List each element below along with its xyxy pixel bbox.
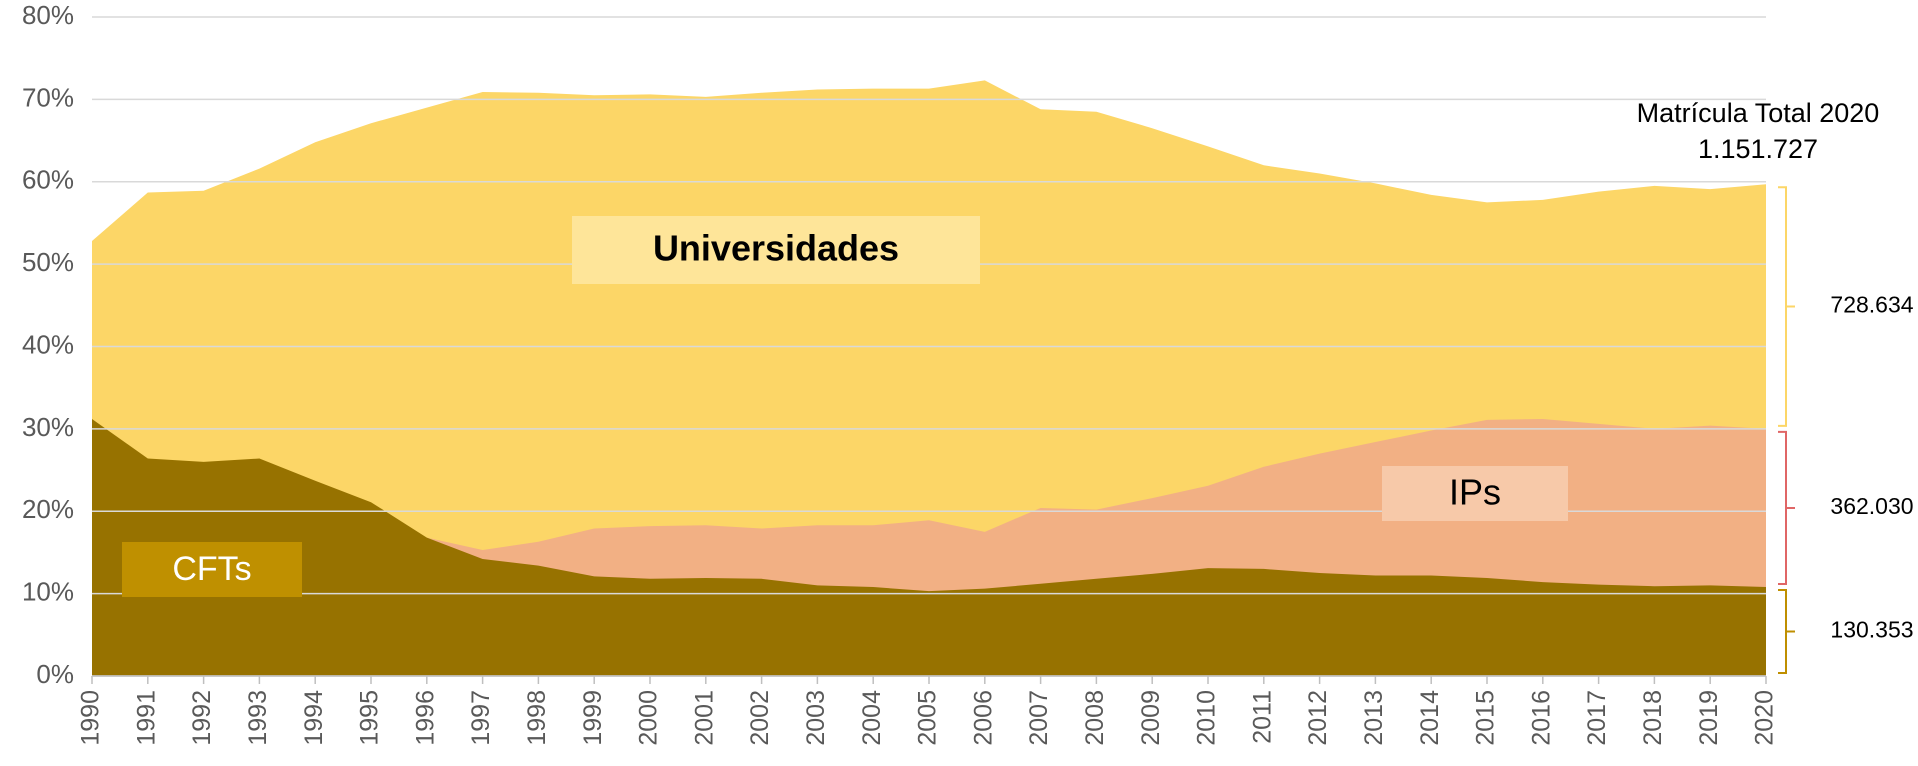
x-tick-label: 1995 — [356, 690, 384, 746]
x-tick-label: 2017 — [1583, 690, 1611, 746]
x-tick-label: 2015 — [1472, 690, 1500, 746]
series-label: IPs — [1449, 472, 1501, 513]
annotation: Matrícula Total 2020 — [1637, 98, 1880, 128]
annotation: 1.151.727 — [1698, 134, 1818, 164]
label-box — [572, 216, 980, 284]
x-tick-label: 2008 — [1081, 690, 1109, 746]
area — [92, 418, 1766, 676]
y-tick-label: 0% — [36, 659, 74, 689]
y-tick-label: 20% — [22, 494, 74, 524]
x-tick-label: 2007 — [1025, 690, 1053, 746]
x-tick-label: 2018 — [1639, 690, 1667, 746]
bracket — [1778, 430, 1795, 586]
label-box — [122, 542, 302, 597]
x-tick-label: 2005 — [914, 690, 942, 746]
bracket-label: 362.030 — [1830, 493, 1913, 519]
x-tick-label: 2012 — [1304, 690, 1332, 746]
x-tick-label: 2020 — [1751, 690, 1779, 746]
x-tick-label: 2019 — [1695, 690, 1723, 746]
x-tick-label: 2001 — [690, 690, 718, 746]
x-tick-label: 2016 — [1527, 690, 1555, 746]
x-tick-label: 2009 — [1137, 690, 1165, 746]
label-box — [1382, 466, 1568, 521]
x-tick-label: 1991 — [132, 690, 160, 746]
y-tick-label: 70% — [22, 82, 74, 112]
x-tick-label: 1998 — [523, 690, 551, 746]
x-tick-label: 1996 — [411, 690, 439, 746]
series-label: Universidades — [653, 228, 899, 269]
x-tick-label: 2003 — [802, 690, 830, 746]
y-tick-label: 80% — [22, 0, 74, 30]
x-tick-label: 1993 — [244, 690, 272, 746]
x-tick-label: 1999 — [579, 690, 607, 746]
x-tick-label: 1992 — [188, 690, 216, 746]
x-tick-label: 1994 — [300, 690, 328, 746]
x-tick-label: 1997 — [467, 690, 495, 746]
bracket-label: 130.353 — [1830, 617, 1913, 643]
x-tick-label: 2000 — [635, 690, 663, 746]
y-tick-label: 60% — [22, 165, 74, 195]
x-tick-label: 2006 — [969, 690, 997, 746]
x-tick-label: 2004 — [858, 690, 886, 746]
bracket-label: 728.634 — [1830, 292, 1913, 318]
x-tick-label: 2013 — [1360, 690, 1388, 746]
y-tick-label: 40% — [22, 329, 74, 359]
series-label: CFTs — [172, 550, 251, 588]
bracket — [1778, 186, 1795, 427]
y-tick-label: 50% — [22, 247, 74, 277]
areas — [92, 80, 1766, 676]
x-tick-label: 2014 — [1416, 690, 1444, 746]
x-tick-label: 2010 — [1193, 690, 1221, 746]
x-tick-label: 2002 — [746, 690, 774, 746]
x-tick-label: 1990 — [77, 690, 105, 746]
bracket — [1778, 589, 1795, 674]
x-tick-label: 2011 — [1248, 690, 1276, 744]
y-tick-label: 30% — [22, 412, 74, 442]
y-tick-label: 10% — [22, 577, 74, 607]
